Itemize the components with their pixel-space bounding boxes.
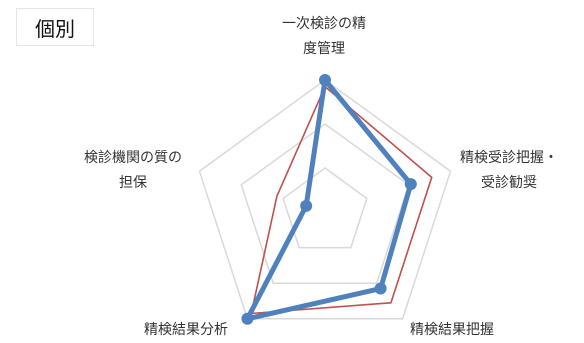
axis-label-4: 検診機関の質の 担保 xyxy=(84,150,182,191)
axis-label-2: 精検結果把握 xyxy=(410,322,494,338)
grid-ring-3 xyxy=(198,79,452,320)
grid-ring-1 xyxy=(282,167,368,249)
grid-ring-2 xyxy=(240,123,410,284)
axis-label-0: 一次検診の精 度管理 xyxy=(282,16,366,57)
axis-label-1: 精検受診把握・ 受診勧奨 xyxy=(460,150,558,191)
series-2-point-1 xyxy=(404,178,417,191)
series-1-line xyxy=(250,85,433,315)
radar-grid xyxy=(198,79,452,320)
radar-series xyxy=(241,74,433,325)
series-2-point-4 xyxy=(300,199,313,212)
series-2-point-2 xyxy=(374,282,387,295)
series-2-line xyxy=(244,77,414,322)
series-2-point-3 xyxy=(241,312,254,325)
axis-label-3: 精検結果分析 xyxy=(144,322,228,338)
series-2-point-0 xyxy=(319,74,331,86)
chart-title: 個別 xyxy=(16,8,94,46)
